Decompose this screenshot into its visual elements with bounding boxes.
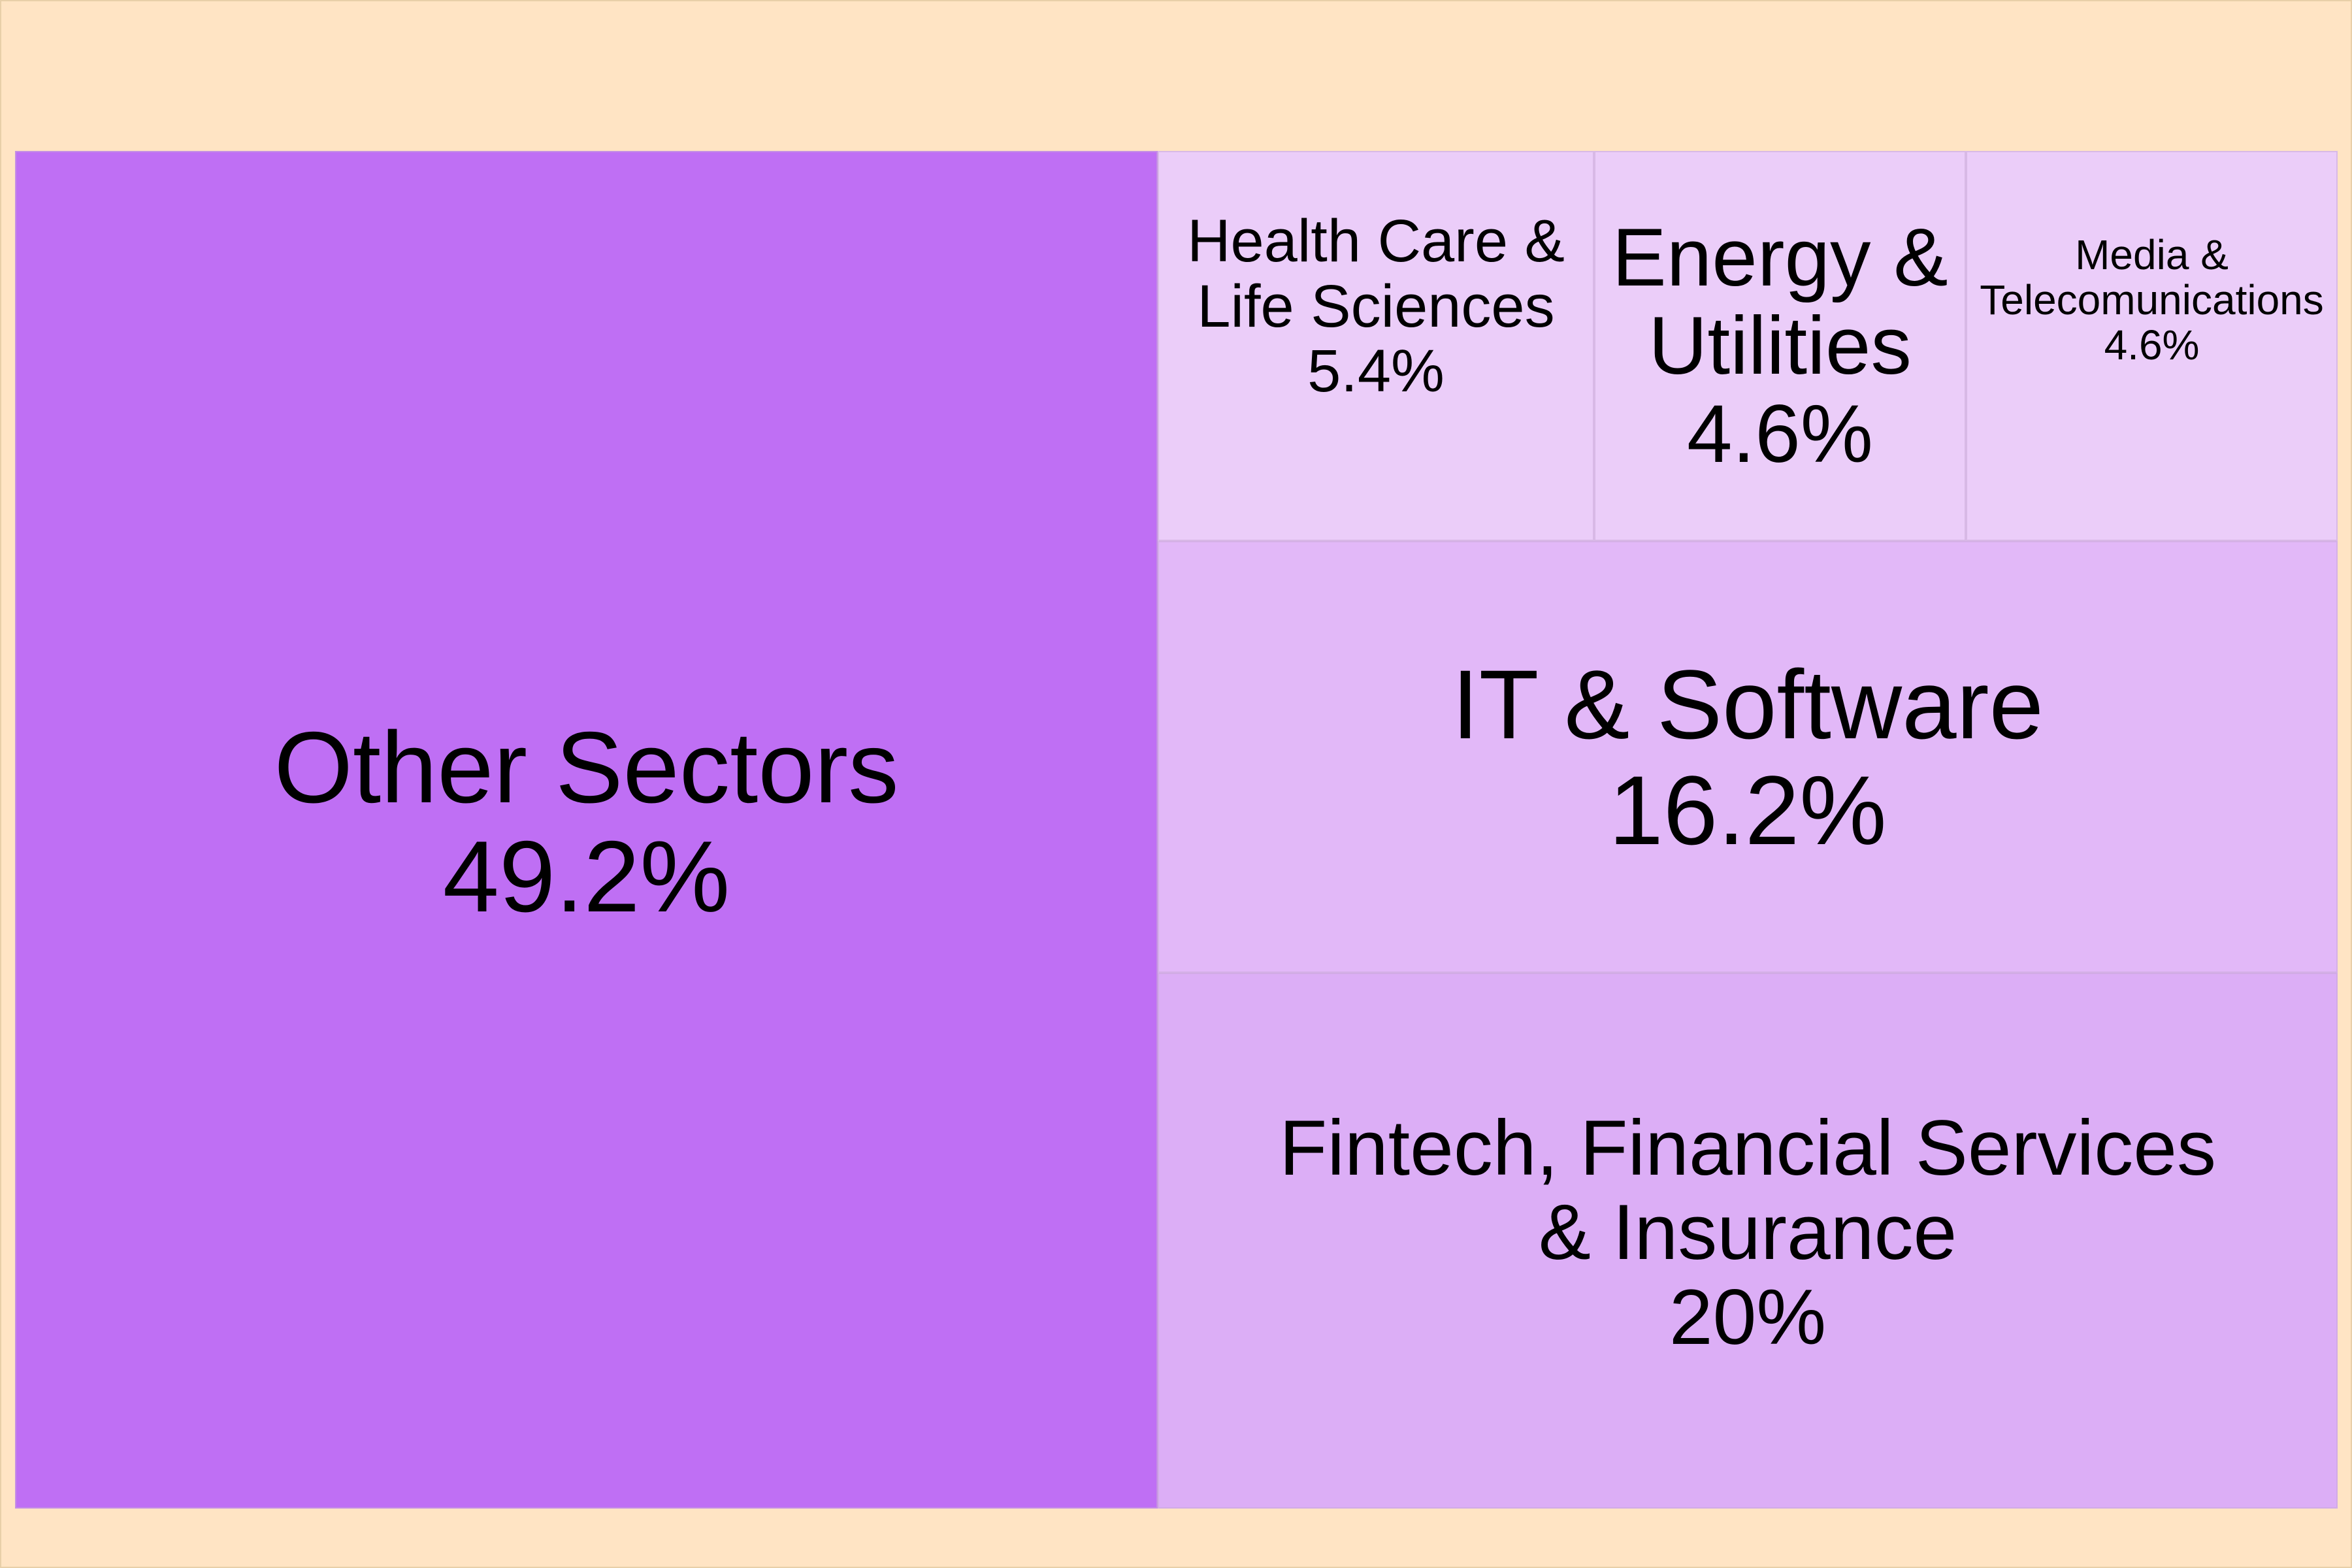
tile-value-label: 49.2% [442,820,730,933]
tile-value-label: 4.6% [2104,321,2200,369]
tile-label: Fintech, Financial Services & Insurance [1279,1103,2216,1277]
treemap-tile-fintech-financial-services-insurance: Fintech, Financial Services & Insurance 2… [1158,973,2338,1509]
tile-value-label: 16.2% [1609,755,1887,865]
tile-value-label: 5.4% [1307,338,1445,405]
tile-value-label: 4.6% [1687,389,1873,480]
tile-label: IT & Software [1452,649,2044,759]
treemap-tile-it-software: IT & Software 16.2% [1158,541,2338,973]
treemap-tile-energy-utilities: Energy & Utilities 4.6% [1594,151,1966,541]
tile-label: Other Sectors [274,710,899,824]
tile-label: Energy & Utilities [1612,212,1948,391]
treemap-tile-other-sectors: Other Sectors 49.2% [15,151,1158,1509]
tile-label: Media & Telecomunications [1980,231,2324,323]
treemap-tile-media-telecomunications: Media & Telecomunications 4.6% [1966,151,2338,541]
tile-label: Health Care & Life Sciences [1187,208,1565,340]
tile-value-label: 20% [1669,1273,1827,1361]
treemap-tile-health-care-life-sciences: Health Care & Life Sciences 5.4% [1158,151,1594,541]
